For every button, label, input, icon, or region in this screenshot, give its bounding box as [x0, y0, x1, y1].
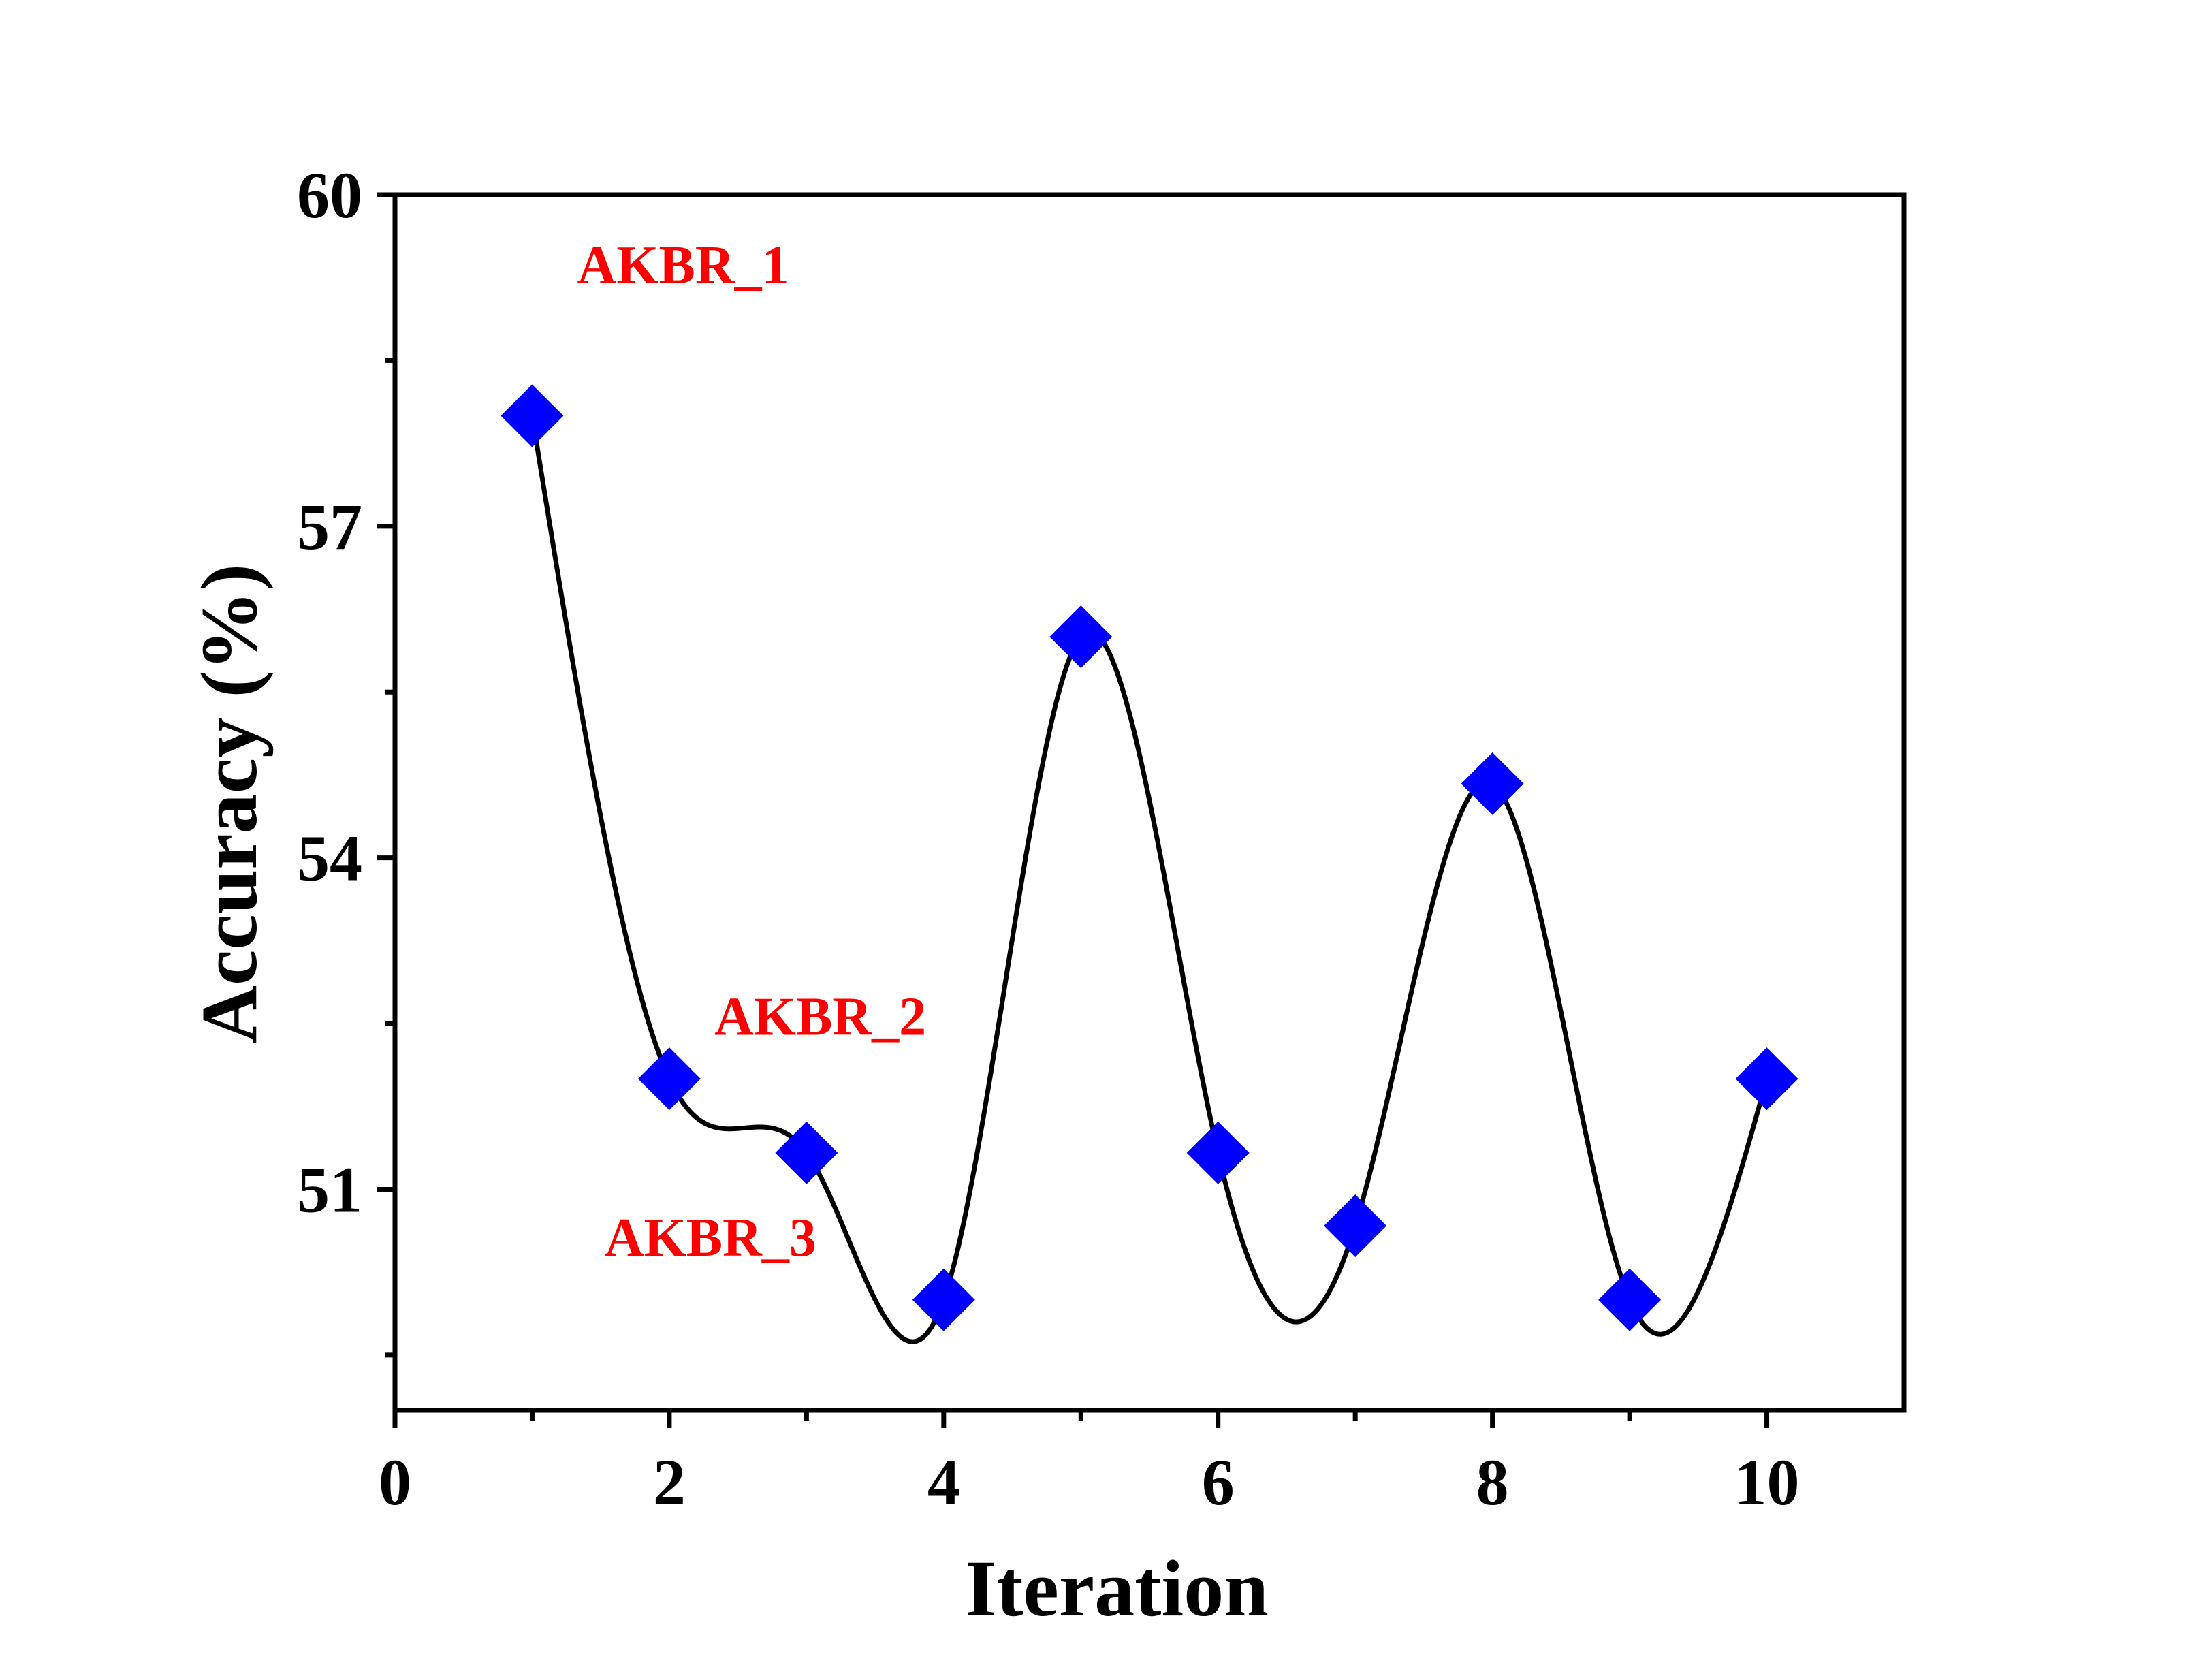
plot-frame [392, 192, 1907, 1413]
annotations-layer: AKBR_1 AKBR_2 AKBR_3 [577, 236, 926, 1268]
data-point [1735, 1047, 1798, 1111]
data-point [912, 1268, 975, 1331]
x-tick-label: 10 [1734, 1446, 1800, 1519]
data-point [1049, 605, 1113, 669]
data-point [775, 1121, 838, 1184]
x-tick-label: 4 [927, 1446, 960, 1519]
x-tick-label: 6 [1202, 1446, 1235, 1519]
ticks-layer: 0 2 4 6 8 10 51 54 57 60 [297, 159, 1800, 1519]
annotation-label: AKBR_3 [605, 1208, 816, 1268]
y-tick-label: 51 [297, 1153, 362, 1226]
data-point [1324, 1194, 1387, 1258]
series-line [529, 415, 1769, 1344]
data-point [1186, 1121, 1250, 1184]
x-axis-label: Iteration [965, 1544, 1269, 1633]
data-point [1598, 1268, 1662, 1331]
y-tick-label: 57 [297, 490, 362, 563]
annotation-label: AKBR_2 [714, 987, 926, 1047]
curve-layer [529, 415, 1769, 1344]
data-point [637, 1047, 701, 1111]
annotation-label: AKBR_1 [577, 236, 789, 296]
x-tick-label: 2 [653, 1446, 686, 1519]
y-tick-label: 54 [297, 822, 362, 895]
markers-layer [501, 384, 1798, 1331]
x-tick-label: 8 [1476, 1446, 1509, 1519]
y-tick-label: 60 [297, 159, 362, 232]
y-axis-label: Accuracy (%) [185, 564, 274, 1043]
x-tick-label: 0 [379, 1446, 411, 1519]
data-point [1461, 752, 1524, 815]
data-point [501, 384, 564, 447]
